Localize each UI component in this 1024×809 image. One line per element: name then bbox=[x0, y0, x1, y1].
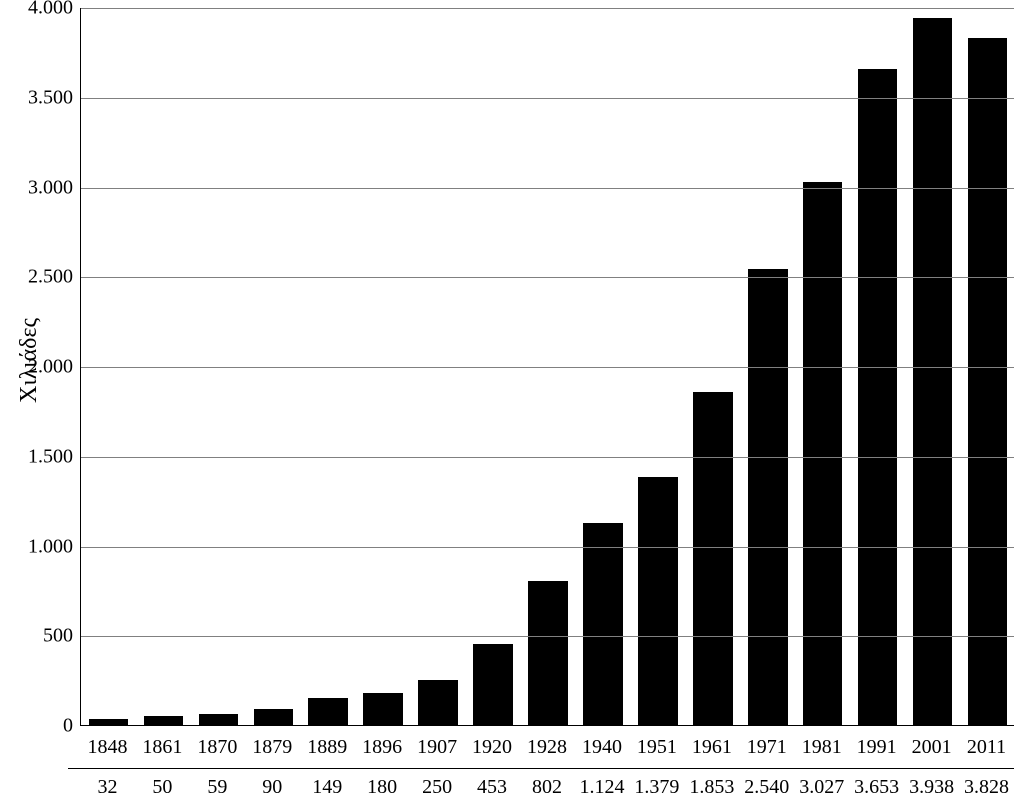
y-tick-label: 4.000 bbox=[1, 0, 73, 20]
x-tick-label: 1951 bbox=[637, 736, 677, 759]
x-secondary-label: 3.653 bbox=[854, 776, 899, 799]
bar bbox=[363, 693, 403, 725]
x-tick-label: 1991 bbox=[857, 736, 897, 759]
x-tick-label: 1870 bbox=[197, 736, 237, 759]
x-secondary-label: 453 bbox=[477, 776, 507, 799]
x-tick-label: 2011 bbox=[967, 736, 1006, 759]
bar bbox=[583, 523, 623, 725]
bar bbox=[638, 477, 678, 725]
gridline bbox=[81, 277, 1014, 278]
x-secondary-label: 2.540 bbox=[744, 776, 789, 799]
x-tick-label: 1920 bbox=[472, 736, 512, 759]
plot-area: 05001.0001.5002.0002.5003.0003.5004.000 bbox=[80, 8, 1014, 726]
y-tick-label: 1.000 bbox=[1, 535, 73, 558]
x-secondary-label: 149 bbox=[312, 776, 342, 799]
x-secondary-label: 1.853 bbox=[689, 776, 734, 799]
bar bbox=[418, 680, 458, 725]
y-tick-label: 500 bbox=[1, 625, 73, 648]
bar bbox=[144, 716, 184, 725]
bar bbox=[858, 69, 898, 725]
gridline bbox=[81, 547, 1014, 548]
x-tick-label: 1896 bbox=[362, 736, 402, 759]
x-secondary-label: 32 bbox=[97, 776, 117, 799]
x-secondary-label: 1.379 bbox=[634, 776, 679, 799]
x-secondary-label: 180 bbox=[367, 776, 397, 799]
bar bbox=[199, 714, 239, 725]
bar bbox=[693, 392, 733, 725]
x-tick-label: 1961 bbox=[692, 736, 732, 759]
gridline bbox=[81, 8, 1014, 9]
bar bbox=[803, 182, 843, 725]
x-tick-label: 1861 bbox=[142, 736, 182, 759]
x-secondary-label: 50 bbox=[152, 776, 172, 799]
x-tick-label: 1879 bbox=[252, 736, 292, 759]
x-secondary-label: 3.938 bbox=[909, 776, 954, 799]
bar bbox=[473, 644, 513, 725]
x-secondary-label: 250 bbox=[422, 776, 452, 799]
bar bbox=[528, 581, 568, 725]
bar bbox=[89, 719, 129, 725]
x-tick-label: 1928 bbox=[527, 736, 567, 759]
y-tick-label: 0 bbox=[1, 715, 73, 738]
gridline bbox=[81, 188, 1014, 189]
x-tick-label: 1907 bbox=[417, 736, 457, 759]
bar bbox=[254, 709, 294, 725]
x-secondary-label: 59 bbox=[207, 776, 227, 799]
y-tick-label: 2.500 bbox=[1, 266, 73, 289]
y-tick-label: 3.500 bbox=[1, 86, 73, 109]
x-secondary-label: 90 bbox=[262, 776, 282, 799]
x-tick-label: 1848 bbox=[87, 736, 127, 759]
x-tick-label: 1971 bbox=[747, 736, 787, 759]
bar bbox=[968, 38, 1008, 725]
gridline bbox=[81, 457, 1014, 458]
gridline bbox=[81, 367, 1014, 368]
bar bbox=[308, 698, 348, 725]
bar bbox=[913, 18, 953, 725]
x-secondary-label: 3.828 bbox=[964, 776, 1009, 799]
x-tick-label: 2001 bbox=[912, 736, 952, 759]
gridline bbox=[81, 98, 1014, 99]
x-secondary-label: 1.124 bbox=[579, 776, 624, 799]
y-tick-label: 3.000 bbox=[1, 176, 73, 199]
y-tick-label: 1.500 bbox=[1, 445, 73, 468]
chart-container: Χιλιάδες 05001.0001.5002.0002.5003.0003.… bbox=[0, 0, 1024, 809]
x-secondary-label: 802 bbox=[532, 776, 562, 799]
gridline bbox=[81, 636, 1014, 637]
x-tick-label: 1889 bbox=[307, 736, 347, 759]
x-tick-label: 1981 bbox=[802, 736, 842, 759]
x-secondary-label: 3.027 bbox=[799, 776, 844, 799]
x-tick-label: 1940 bbox=[582, 736, 622, 759]
y-tick-label: 2.000 bbox=[1, 356, 73, 379]
secondary-separator-line bbox=[68, 768, 1014, 769]
bar bbox=[748, 269, 788, 725]
